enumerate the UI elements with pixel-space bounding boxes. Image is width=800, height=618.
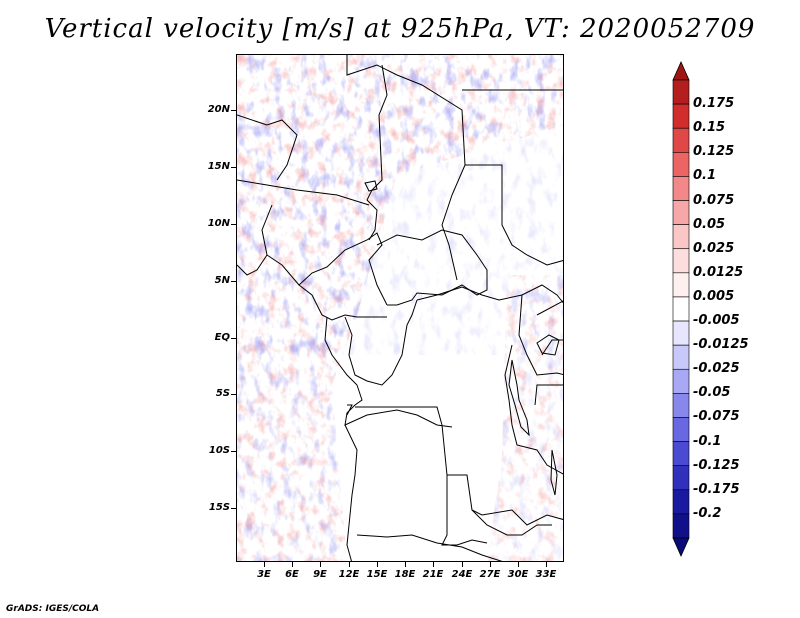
lon-label-15e: 15E xyxy=(366,569,388,580)
lat-label-10n: 10N xyxy=(207,218,230,229)
lon-label-21e: 21E xyxy=(422,569,444,580)
lat-tick xyxy=(231,110,236,111)
lon-tick xyxy=(405,562,406,567)
colorbar-top-arrow xyxy=(672,61,690,81)
lon-tick xyxy=(264,562,265,567)
lat-label-15n: 15N xyxy=(207,161,230,172)
colorbar-box xyxy=(672,176,690,201)
colorbar-box xyxy=(672,320,690,346)
colorbar-box xyxy=(672,368,690,394)
colorbar-label: 0.075 xyxy=(693,192,735,208)
lon-tick xyxy=(490,562,491,567)
lon-label-9e: 9E xyxy=(313,569,327,580)
colorbar-box xyxy=(672,103,690,129)
lon-tick xyxy=(349,562,350,567)
colorbar-box xyxy=(672,296,690,322)
colorbar-box xyxy=(672,513,690,539)
colorbar-box xyxy=(672,465,690,491)
colorbar-label: -0.05 xyxy=(693,385,731,401)
map-panel xyxy=(236,54,564,562)
colorbar-label: 0.175 xyxy=(693,96,735,112)
colorbar-label: -0.1 xyxy=(693,433,722,449)
colorbar-label: 0.0125 xyxy=(693,264,744,280)
colorbar-label: 0.005 xyxy=(693,288,735,304)
lon-label-3e: 3E xyxy=(257,569,271,580)
lat-label-15s: 15S xyxy=(208,502,230,513)
lon-tick xyxy=(292,562,293,567)
colorbar-box xyxy=(672,417,690,442)
colorbar-box xyxy=(672,489,690,515)
colorbar-box xyxy=(672,152,690,177)
lon-tick xyxy=(546,562,547,567)
lat-tick xyxy=(231,394,236,395)
vertical-velocity-field xyxy=(237,55,563,561)
lon-label-18e: 18E xyxy=(394,569,416,580)
colorbar-label: -0.125 xyxy=(693,457,740,473)
lon-label-33e: 33E xyxy=(535,569,557,580)
colorbar-label: 0.05 xyxy=(693,216,726,232)
lat-tick xyxy=(231,167,236,168)
lon-label-24e: 24E xyxy=(451,569,473,580)
lat-tick xyxy=(231,281,236,282)
country-borders xyxy=(237,55,563,561)
colorbar-label: 0.125 xyxy=(693,144,735,160)
colorbar-box xyxy=(672,79,690,105)
lon-tick xyxy=(462,562,463,567)
lon-label-27e: 27E xyxy=(479,569,501,580)
lat-label-5s: 5S xyxy=(215,388,230,399)
lon-tick xyxy=(433,562,434,567)
lon-tick xyxy=(377,562,378,567)
colorbar-label: -0.025 xyxy=(693,361,740,377)
footer-credit: GrADS: IGES/COLA xyxy=(6,604,100,614)
colorbar-box xyxy=(672,393,690,418)
colorbar-label: -0.2 xyxy=(693,505,722,521)
colorbar-box xyxy=(672,344,690,370)
colorbar-box xyxy=(672,441,690,466)
map-title: Vertical velocity [m/s] at 925hPa, VT: 2… xyxy=(44,14,756,44)
lon-tick xyxy=(320,562,321,567)
lat-label-5n: 5N xyxy=(214,275,230,286)
colorbar-label: 0.1 xyxy=(693,168,717,184)
lat-tick xyxy=(231,451,236,452)
lat-tick xyxy=(231,338,236,339)
colorbar-box xyxy=(672,127,690,153)
colorbar-box xyxy=(672,200,690,225)
colorbar-label: -0.005 xyxy=(693,313,740,329)
lon-label-12e: 12E xyxy=(338,569,360,580)
lat-label-eq: EQ xyxy=(214,332,230,343)
lat-tick xyxy=(231,508,236,509)
colorbar-box xyxy=(672,248,690,274)
lat-label-10s: 10S xyxy=(208,445,230,456)
colorbar xyxy=(672,61,690,557)
colorbar-label: 0.15 xyxy=(693,120,726,136)
lat-label-20n: 20N xyxy=(207,104,230,115)
colorbar-box xyxy=(672,224,690,250)
colorbar-label: 0.025 xyxy=(693,240,735,256)
colorbar-box xyxy=(672,272,690,298)
colorbar-bottom-arrow xyxy=(672,537,690,557)
lat-tick xyxy=(231,224,236,225)
lon-tick xyxy=(518,562,519,567)
colorbar-label: -0.0125 xyxy=(693,337,749,353)
colorbar-label: -0.075 xyxy=(693,409,740,425)
lon-label-30e: 30E xyxy=(507,569,529,580)
lon-label-6e: 6E xyxy=(285,569,299,580)
colorbar-label: -0.175 xyxy=(693,481,740,497)
